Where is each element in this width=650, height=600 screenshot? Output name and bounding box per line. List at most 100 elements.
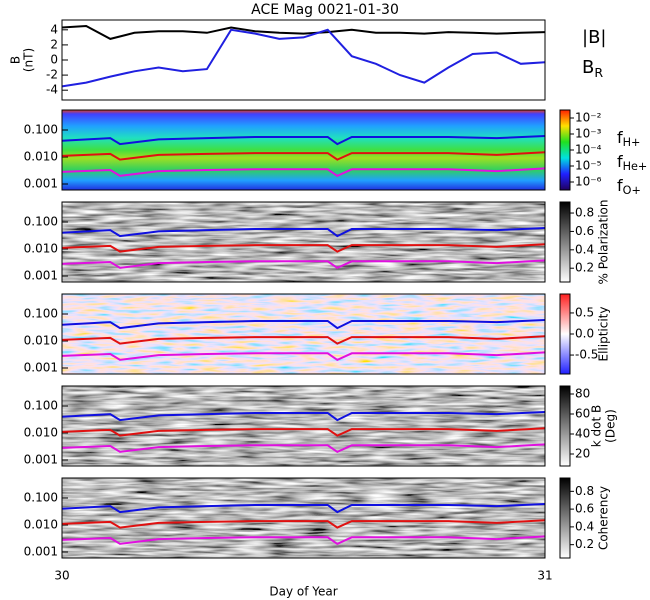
series-line (61, 167, 546, 178)
colorbar-label: k dot B (590, 405, 604, 447)
colorbar-tick-label: 10⁻³ (575, 127, 602, 141)
series-line (61, 351, 546, 362)
series-line (61, 443, 546, 454)
legend-name: f (617, 128, 623, 147)
series-line (61, 151, 546, 161)
legend-label: BR (582, 57, 603, 80)
y-tick-label: 0.001 (24, 177, 58, 191)
colorbar-label: (Deg) (604, 409, 618, 443)
colorbar-label: % Polarization (597, 200, 611, 285)
plot-frame (61, 293, 546, 375)
y-tick-label: 2 (50, 37, 58, 51)
series-line (61, 335, 546, 345)
legend-subscript: He+ (623, 160, 648, 173)
y-tick-label: 0.100 (24, 398, 58, 412)
chart-title: ACE Mag 0021-01-30 (251, 2, 399, 18)
series-line (61, 259, 546, 270)
series-line (61, 519, 546, 529)
spectrogram-background (62, 478, 545, 558)
colorbar-tick-label: 0.2 (575, 261, 594, 275)
spectrogram-background (62, 110, 545, 190)
series-line (61, 503, 546, 514)
plot-frame (61, 385, 546, 467)
legend-name: |B| (582, 27, 606, 48)
spectrogram-background (62, 386, 545, 466)
legend-subscript: H+ (623, 136, 641, 149)
legend-label: fO+ (617, 176, 641, 198)
x-tick-label: 31 (537, 569, 552, 583)
colorbar (559, 385, 571, 467)
spectrogram-background (62, 294, 545, 374)
colorbar-tick-label: 10⁻⁶ (575, 175, 602, 189)
y-tick-label: 0.100 (24, 306, 58, 320)
colorbar-tick-label: 10⁻² (575, 111, 602, 125)
colorbar-tick-label: 10⁻⁴ (575, 143, 602, 157)
legend-label: fHe+ (617, 152, 647, 174)
y-tick-label: 0.010 (24, 150, 58, 164)
colorbar (559, 109, 571, 191)
y-tick-label: 0.001 (24, 453, 58, 467)
y-tick-label: 0.001 (24, 269, 58, 283)
colorbar-tick-label: 0.4 (575, 242, 594, 256)
series-line (61, 28, 546, 88)
y-tick-label: 4 (50, 22, 58, 36)
y-axis-label: B (9, 56, 23, 64)
series-line (61, 227, 546, 238)
series-line (61, 411, 546, 422)
y-tick-label: 0.100 (24, 122, 58, 136)
legend-name: f (617, 176, 623, 195)
colorbar-tick-label: 20 (575, 447, 590, 461)
colorbar-tick-label: 0.8 (575, 484, 594, 498)
series-line (61, 243, 546, 253)
legend-subscript: O+ (623, 184, 641, 197)
colorbar-tick-label: 80 (575, 387, 590, 401)
y-tick-label: 0.001 (24, 545, 58, 559)
y-tick-label: 0.010 (24, 242, 58, 256)
series-line (61, 427, 546, 437)
y-tick-label: 0.010 (24, 426, 58, 440)
colorbar (559, 201, 571, 283)
plot-frame (61, 19, 546, 101)
legend-label: fH+ (617, 128, 640, 150)
colorbar-tick-label: 0.2 (575, 537, 594, 551)
colorbar-tick-label: 40 (575, 427, 590, 441)
colorbar-tick-label: 0.4 (575, 519, 594, 533)
series-line (61, 535, 546, 546)
colorbar-tick-label: 0.6 (575, 502, 594, 516)
y-tick-label: 0.010 (24, 518, 58, 532)
y-tick-label: 0.010 (24, 334, 58, 348)
legend-name: B (582, 57, 594, 78)
colorbar-label: Ellipticity (597, 307, 611, 362)
colorbar-tick-label: 60 (575, 407, 590, 421)
colorbar-label: Coherency (597, 486, 611, 550)
plot-frame (61, 201, 546, 283)
y-tick-label: 0.001 (24, 361, 58, 375)
y-tick-label: -2 (46, 68, 58, 82)
y-tick-label: -4 (46, 83, 58, 97)
spectrogram-background (62, 202, 545, 282)
plot-frame (61, 477, 546, 559)
colorbar-tick-label: 10⁻⁵ (575, 159, 602, 173)
x-tick-label: 30 (54, 569, 69, 583)
y-tick-label: 0.100 (24, 214, 58, 228)
series-line (61, 24, 546, 40)
colorbar-tick-label: -0.5 (575, 348, 598, 362)
x-axis-label: Day of Year (269, 585, 337, 599)
y-tick-label: 0.100 (24, 490, 58, 504)
legend-label: |B| (582, 27, 606, 48)
series-line (61, 319, 546, 330)
colorbar (559, 477, 571, 559)
colorbar-tick-label: 0.5 (575, 305, 594, 319)
legend-subscript: R (594, 65, 603, 80)
plot-frame (61, 109, 546, 191)
colorbar-tick-label: 0.6 (575, 224, 594, 238)
colorbar-tick-label: 0.8 (575, 206, 594, 220)
colorbar (559, 293, 571, 375)
y-tick-label: 0 (50, 53, 58, 67)
y-axis-label: (nT) (22, 48, 36, 72)
legend-name: f (617, 152, 623, 171)
series-line (61, 135, 546, 146)
colorbar-tick-label: 0.0 (575, 327, 594, 341)
